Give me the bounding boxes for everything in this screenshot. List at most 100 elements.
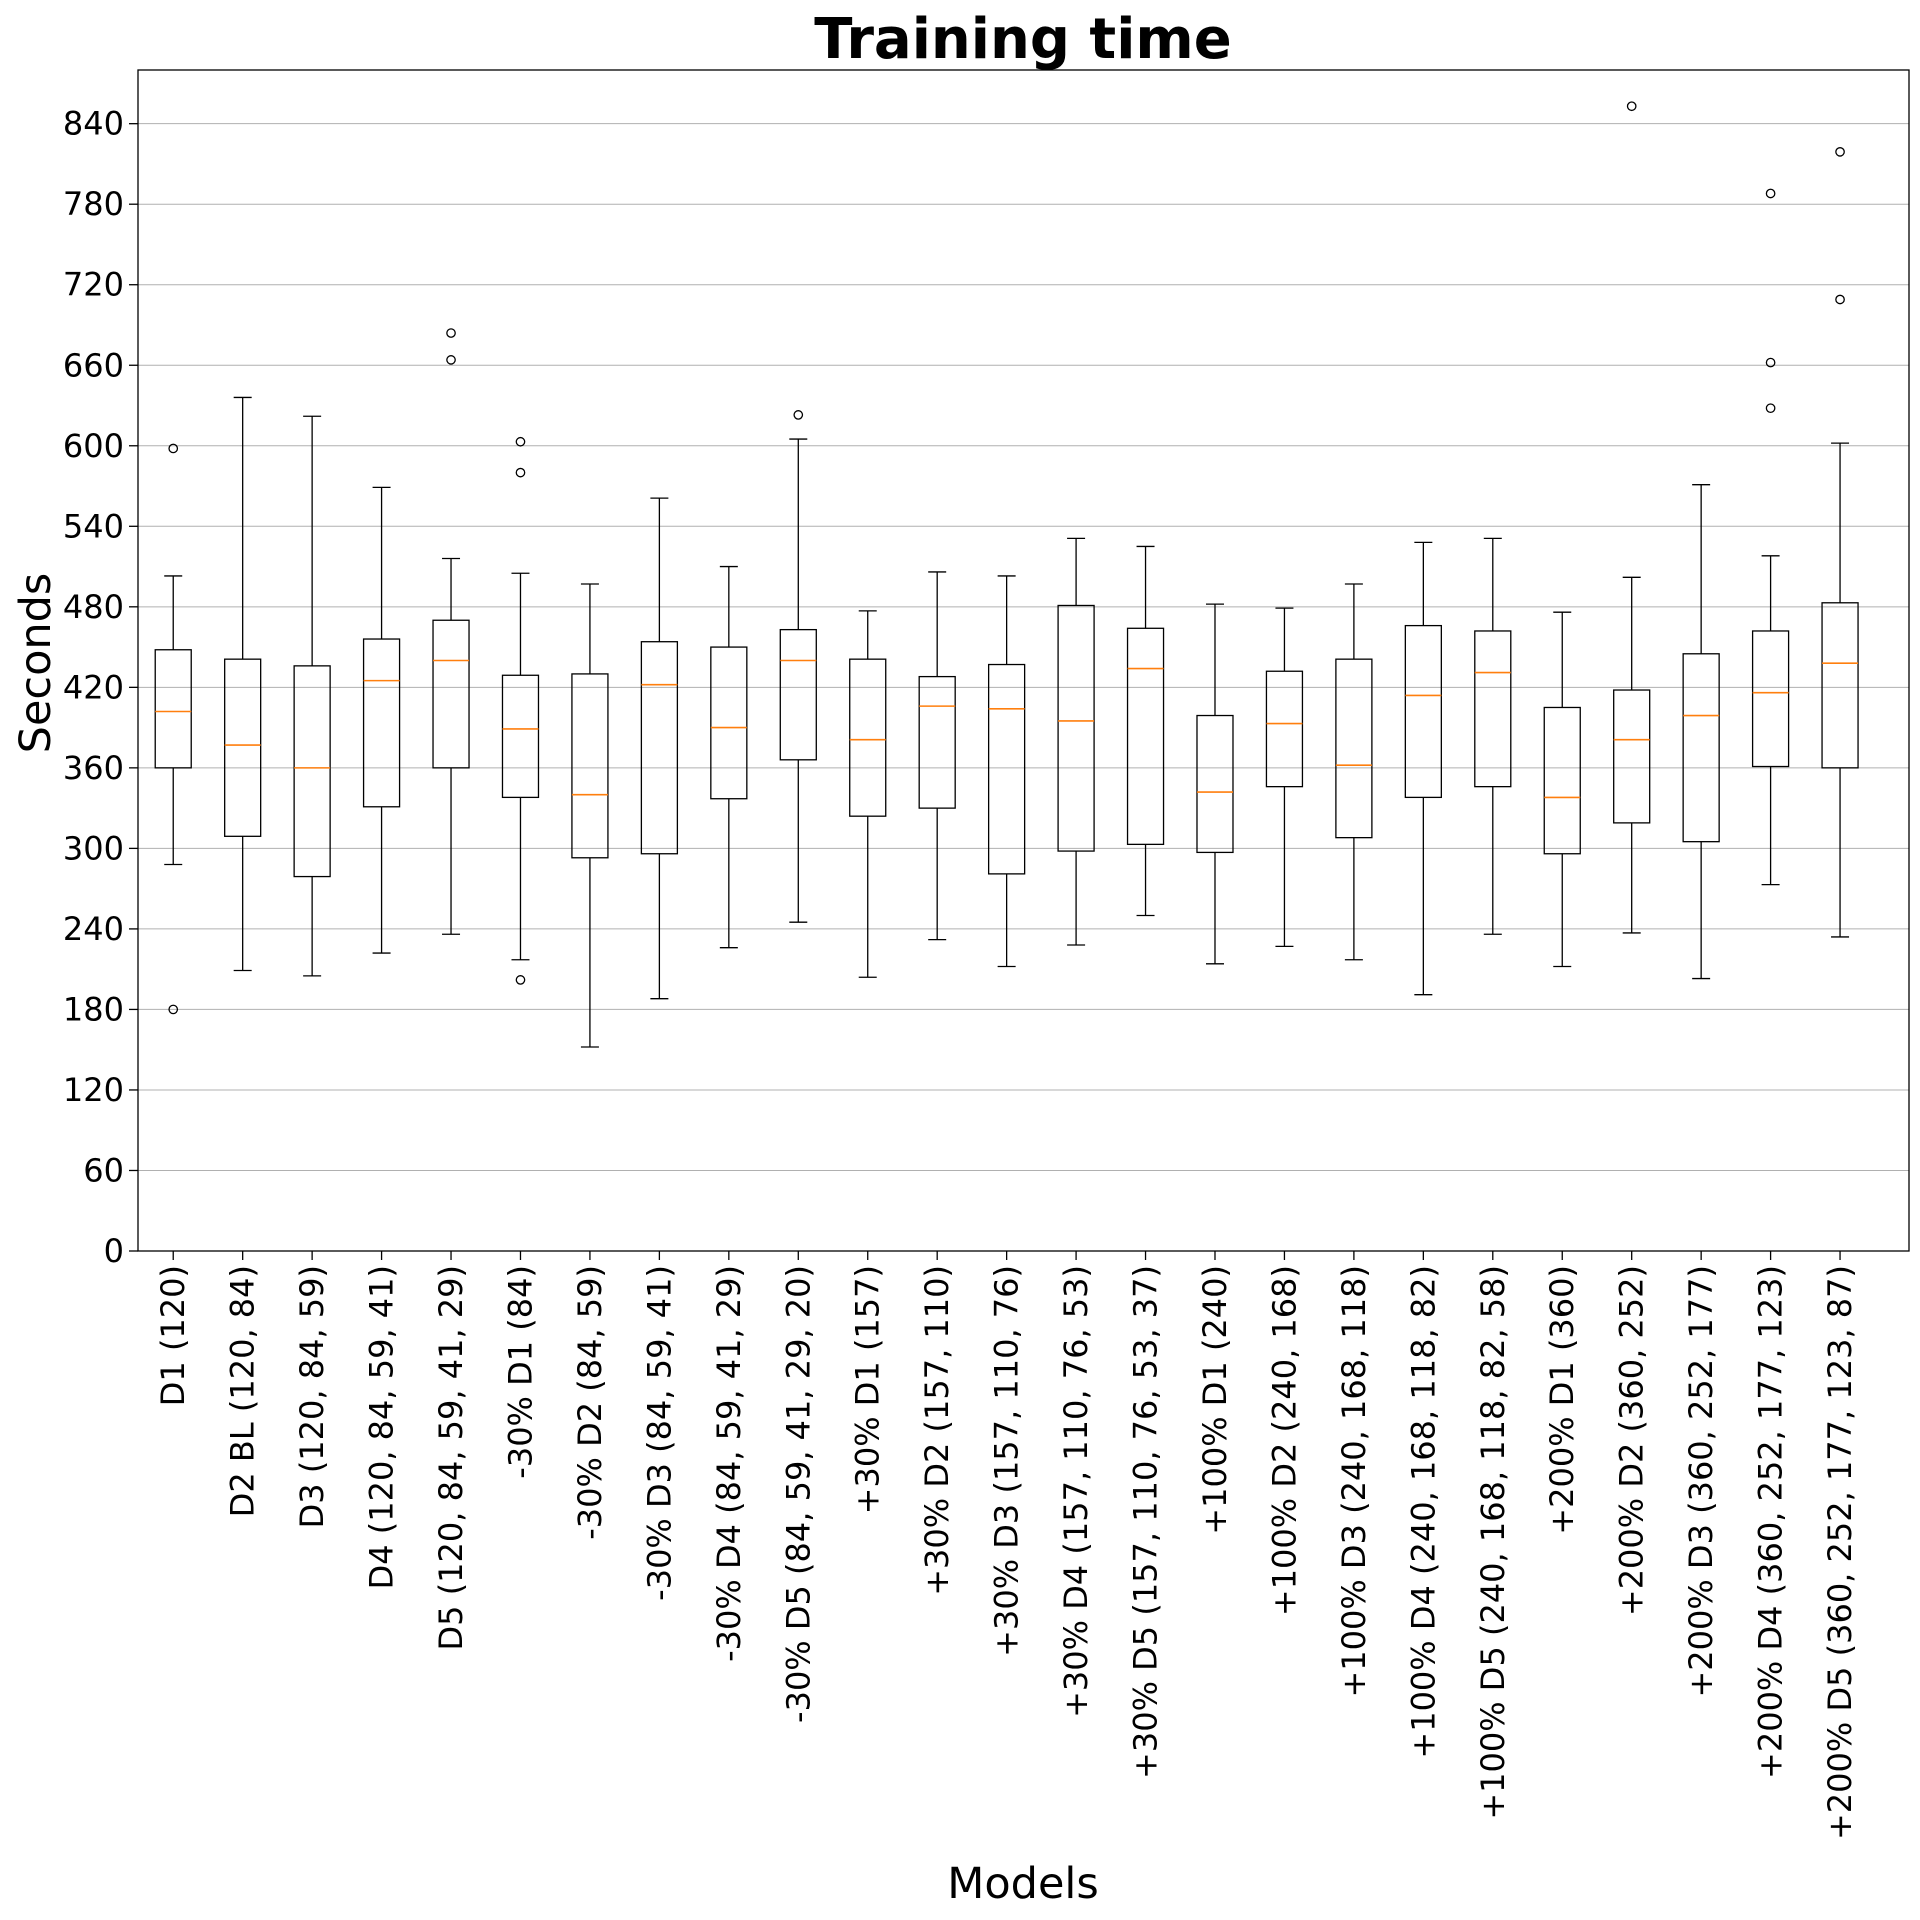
box-iqr (1751, 630, 1790, 768)
box-iqr (987, 663, 1026, 875)
box-iqr (1404, 624, 1442, 799)
x-tick-label: +100% D4 (240, 168, 118, 82) (1404, 1265, 1442, 1759)
chart-title: Training time (814, 7, 1231, 72)
box-iqr (501, 674, 540, 799)
outlier-point (1765, 403, 1776, 414)
x-tick-label: -30% D1 (84) (501, 1265, 539, 1479)
box-group (571, 583, 609, 1048)
x-tick-label: +200% D5 (360, 252, 177, 123, 87) (1821, 1265, 1859, 1840)
x-tick-label: -30% D5 (84, 59, 41, 29, 20) (779, 1265, 817, 1723)
y-tick-label: 660 (63, 346, 124, 384)
box-iqr (362, 638, 401, 808)
outlier-point (1835, 147, 1845, 157)
x-tick-label: +30% D5 (157, 110, 76, 53, 37) (1127, 1265, 1165, 1779)
box-iqr (1265, 670, 1304, 788)
box-group (1196, 603, 1234, 965)
box-group (501, 436, 540, 985)
x-axis-label: Models (947, 1859, 1099, 1909)
box-iqr (1335, 658, 1373, 839)
x-tick-label: +30% D3 (157, 110, 76) (988, 1265, 1026, 1657)
x-tick-label: -30% D3 (84, 59, 41) (640, 1265, 678, 1601)
box-group (1613, 101, 1651, 934)
box-group (640, 497, 679, 1000)
box-iqr (1474, 630, 1512, 788)
y-tick-label: 780 (63, 185, 124, 223)
x-tick-label: +100% D2 (240, 168) (1265, 1265, 1303, 1616)
x-tick-label: +200% D4 (360, 252, 177, 123) (1752, 1265, 1790, 1779)
y-tick-label: 60 (83, 1151, 124, 1189)
y-axis: 0 60 120 180 240 300 360 420 480 540 600 660 720 780 8… (63, 105, 138, 1270)
box-group (849, 610, 887, 978)
x-tick-label: +30% D2 (157, 110) (918, 1265, 956, 1596)
box-iqr (918, 675, 956, 809)
outlier-point (1626, 101, 1637, 112)
box-group (1543, 611, 1581, 968)
box-group (1404, 541, 1442, 996)
box-iqr (1543, 706, 1581, 855)
x-tick-label: +200% D1 (360) (1543, 1265, 1581, 1535)
box-group (362, 486, 401, 954)
box-group (918, 571, 956, 941)
outlier-point (1765, 357, 1776, 368)
box-group (1474, 537, 1512, 935)
outlier-point (168, 443, 179, 454)
x-tick-label: +100% D3 (240, 168, 118) (1335, 1265, 1373, 1698)
box-iqr (1682, 653, 1720, 843)
box-group (1751, 188, 1790, 886)
box-group (779, 410, 817, 923)
y-tick-label: 420 (63, 668, 124, 706)
box-iqr (1057, 604, 1095, 852)
y-axis-label: Seconds (11, 573, 61, 754)
box-iqr (849, 658, 887, 817)
outlier-point (515, 467, 526, 478)
box-group (154, 443, 192, 1015)
box-iqr (640, 641, 679, 855)
x-tick-label: +100% D5 (240, 168, 118, 82, 58) (1474, 1265, 1512, 1820)
y-tick-label: 480 (63, 588, 124, 626)
y-tick-label: 540 (63, 507, 124, 545)
box-iqr (571, 673, 609, 859)
x-tick-label: D4 (120, 84, 59, 41) (363, 1265, 401, 1589)
x-tick-label: D1 (120) (154, 1265, 192, 1406)
box-iqr (293, 665, 331, 878)
outlier-point (168, 1004, 179, 1015)
x-tick-label: +30% D4 (157, 110, 76, 53) (1057, 1265, 1095, 1718)
outlier-point (515, 975, 526, 985)
x-axis: D1 (120) D2 BL (120, 84) D3 (120, 84, 59) D… (154, 1251, 1859, 1840)
y-tick-label: 720 (63, 266, 124, 304)
box-group (293, 415, 331, 977)
x-tick-label: +200% D2 (360, 252) (1613, 1265, 1651, 1616)
y-tick-label: 240 (63, 910, 124, 948)
box-group (1265, 607, 1304, 948)
outlier-point (793, 410, 804, 420)
x-tick-label: +100% D1 (240) (1196, 1265, 1234, 1535)
box-group (224, 396, 262, 972)
box-group (1821, 147, 1859, 938)
outlier-point (446, 328, 456, 338)
box-group (1335, 583, 1373, 961)
box-group (1126, 545, 1165, 917)
gridlines (138, 123, 1909, 1171)
x-tick-label: D2 BL (120, 84) (224, 1265, 262, 1517)
box-iqr (779, 628, 817, 761)
y-tick-label: 120 (63, 1071, 124, 1109)
box-iqr (1613, 689, 1651, 824)
x-tick-label: +200% D3 (360, 252, 177) (1682, 1265, 1720, 1698)
box-group (1057, 537, 1095, 946)
box-iqr (1821, 602, 1859, 769)
y-tick-label: 600 (63, 427, 124, 465)
y-tick-label: 180 (63, 990, 124, 1028)
x-tick-label: +30% D1 (157) (849, 1265, 887, 1514)
outlier-point (1765, 188, 1776, 199)
box-series (154, 101, 1859, 1048)
box-group (987, 575, 1026, 968)
y-tick-label: 0 (104, 1232, 124, 1270)
box-group (710, 565, 748, 949)
box-group (1682, 484, 1720, 980)
outlier-point (1835, 294, 1845, 305)
x-tick-label: -30% D4 (84, 59, 41, 29) (710, 1265, 748, 1662)
plot-frame (137, 69, 1910, 1252)
box-iqr (224, 658, 262, 837)
outlier-point (446, 355, 456, 365)
